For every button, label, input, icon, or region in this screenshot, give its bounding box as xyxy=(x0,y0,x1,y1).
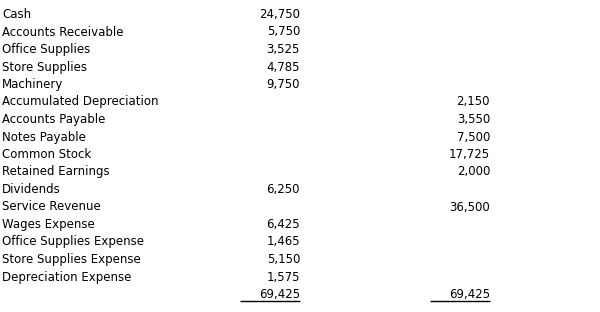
Text: Wages Expense: Wages Expense xyxy=(2,218,95,231)
Text: 69,425: 69,425 xyxy=(449,288,490,301)
Text: Store Supplies Expense: Store Supplies Expense xyxy=(2,253,141,266)
Text: 69,425: 69,425 xyxy=(259,288,300,301)
Text: 2,150: 2,150 xyxy=(457,95,490,109)
Text: 5,150: 5,150 xyxy=(266,253,300,266)
Text: Common Stock: Common Stock xyxy=(2,148,91,161)
Text: Service Revenue: Service Revenue xyxy=(2,201,101,213)
Text: Office Supplies: Office Supplies xyxy=(2,43,90,56)
Text: 6,425: 6,425 xyxy=(266,218,300,231)
Text: 3,525: 3,525 xyxy=(266,43,300,56)
Text: Accounts Receivable: Accounts Receivable xyxy=(2,26,124,38)
Text: Retained Earnings: Retained Earnings xyxy=(2,165,110,178)
Text: Store Supplies: Store Supplies xyxy=(2,61,87,74)
Text: 5,750: 5,750 xyxy=(266,26,300,38)
Text: Notes Payable: Notes Payable xyxy=(2,130,86,144)
Text: 4,785: 4,785 xyxy=(266,61,300,74)
Text: Accumulated Depreciation: Accumulated Depreciation xyxy=(2,95,158,109)
Text: 17,725: 17,725 xyxy=(449,148,490,161)
Text: Dividends: Dividends xyxy=(2,183,61,196)
Text: 36,500: 36,500 xyxy=(449,201,490,213)
Text: 2,000: 2,000 xyxy=(457,165,490,178)
Text: Machinery: Machinery xyxy=(2,78,64,91)
Text: 7,500: 7,500 xyxy=(457,130,490,144)
Text: Cash: Cash xyxy=(2,8,31,21)
Text: Depreciation Expense: Depreciation Expense xyxy=(2,271,131,284)
Text: 1,575: 1,575 xyxy=(266,271,300,284)
Text: 9,750: 9,750 xyxy=(266,78,300,91)
Text: 6,250: 6,250 xyxy=(266,183,300,196)
Text: Office Supplies Expense: Office Supplies Expense xyxy=(2,236,144,248)
Text: Accounts Payable: Accounts Payable xyxy=(2,113,106,126)
Text: 3,550: 3,550 xyxy=(457,113,490,126)
Text: 24,750: 24,750 xyxy=(259,8,300,21)
Text: 1,465: 1,465 xyxy=(266,236,300,248)
